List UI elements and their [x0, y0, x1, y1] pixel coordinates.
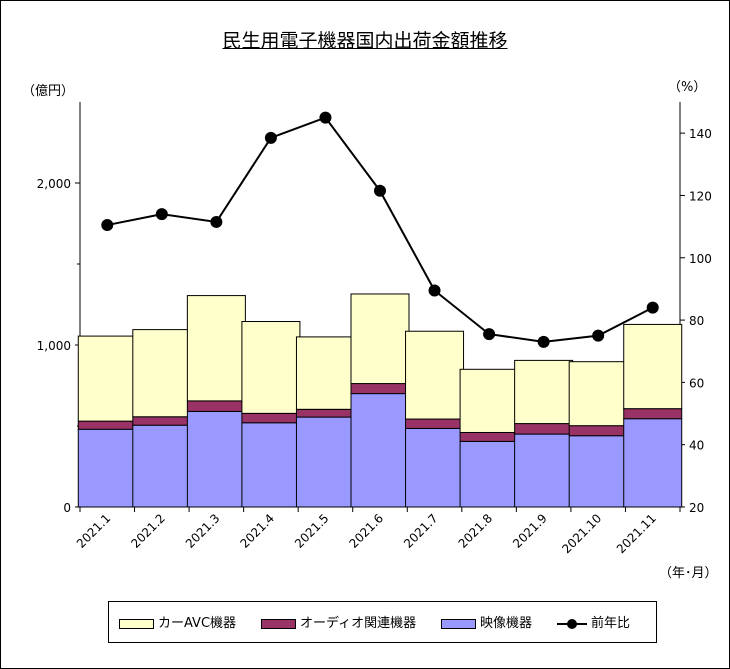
yoy-point	[537, 335, 550, 348]
bar-video	[623, 418, 683, 508]
left-tick-label: 1,000	[37, 339, 71, 353]
legend-item-audio: オーディオ関連機器	[261, 612, 416, 631]
yoy-point	[319, 111, 332, 124]
bar-audio	[568, 425, 628, 437]
bar-car_avc	[568, 361, 628, 427]
legend-label-video: 映像機器	[480, 616, 533, 631]
bar-video	[77, 428, 137, 508]
bar-video	[186, 410, 246, 508]
x-tick-label: 2021.8	[456, 511, 496, 551]
x-tick-label: 2021.7	[401, 511, 441, 551]
x-tick-label: 2021.9	[510, 511, 550, 551]
bar-video	[350, 393, 410, 508]
legend-swatch-video	[441, 618, 476, 629]
bar-car_avc	[241, 321, 301, 414]
bar-car_avc	[77, 335, 137, 422]
x-tick-label: 2021.6	[347, 511, 387, 551]
x-tick-label: 2021.11	[614, 511, 659, 556]
bar-video	[295, 416, 355, 508]
yoy-point	[210, 215, 223, 228]
x-tick-label: 2021.10	[559, 511, 604, 556]
bar-audio	[514, 423, 574, 435]
x-tick-label: 2021.5	[292, 511, 332, 551]
yoy-point	[155, 208, 168, 221]
yoy-point	[428, 284, 441, 297]
legend-label-car-avc: カーAVC機器	[158, 616, 237, 631]
right-tick-label: 60	[689, 376, 704, 390]
bar-car_avc	[514, 359, 574, 425]
bar-audio	[623, 408, 683, 420]
bar-audio	[459, 431, 519, 442]
legend-item-car-avc: カーAVC機器	[119, 612, 236, 631]
bar-car_avc	[295, 336, 355, 410]
right-tick-label: 120	[689, 189, 712, 203]
bar-audio	[405, 418, 465, 429]
x-axis-unit: （年･月）	[659, 566, 718, 581]
right-tick-label: 80	[689, 314, 704, 328]
bar-car_avc	[350, 293, 410, 385]
legend-item-line: 前年比	[557, 612, 630, 631]
legend-label-audio: オーディオ関連機器	[300, 616, 417, 631]
legend-label-line: 前年比	[591, 616, 631, 631]
legend: カーAVC機器 オーディオ関連機器 映像機器 前年比	[108, 601, 657, 643]
x-tick-label: 2021.3	[183, 511, 223, 551]
bar-audio	[295, 408, 355, 418]
bar-audio	[132, 416, 192, 426]
legend-line-marker	[557, 618, 587, 629]
chart-title: 民生用電子機器国内出荷金額推移	[222, 30, 508, 52]
right-tick-label: 100	[689, 252, 712, 266]
bar-audio	[350, 383, 410, 395]
yoy-point	[374, 184, 386, 197]
chart-title-wrap: 民生用電子機器国内出荷金額推移	[0, 26, 730, 53]
yoy-point	[264, 131, 277, 144]
right-axis-unit: （%）	[668, 80, 707, 95]
legend-swatch-car-avc	[119, 618, 154, 629]
bar-video	[405, 427, 465, 508]
yoy-point	[646, 301, 659, 314]
bar-car_avc	[623, 323, 683, 410]
bar-video	[459, 440, 519, 508]
left-tick-label: 0	[63, 501, 71, 515]
yoy-point	[592, 329, 605, 342]
x-tick-label: 2021.1	[74, 511, 114, 551]
left-tick-label: 2,000	[37, 177, 71, 191]
bar-video	[241, 422, 301, 508]
bar-car_avc	[132, 329, 192, 418]
right-tick-label: 140	[689, 127, 712, 141]
x-tick-label: 2021.2	[128, 511, 168, 551]
legend-item-video: 映像機器	[441, 612, 532, 631]
bar-audio	[77, 420, 137, 430]
legend-swatch-audio	[261, 618, 296, 629]
bar-audio	[186, 400, 246, 412]
bar-car_avc	[459, 368, 519, 433]
bar-car_avc	[186, 295, 246, 402]
bar-car_avc	[405, 330, 465, 420]
bar-video	[132, 424, 192, 508]
bar-audio	[241, 412, 301, 424]
right-tick-label: 40	[689, 439, 704, 453]
x-tick-label: 2021.4	[237, 511, 277, 551]
left-axis-unit: （億円）	[22, 84, 75, 99]
yoy-point	[483, 328, 496, 341]
yoy-point	[101, 219, 114, 232]
bar-video	[514, 433, 574, 508]
bar-video	[568, 435, 628, 508]
right-tick-label: 20	[689, 501, 704, 515]
